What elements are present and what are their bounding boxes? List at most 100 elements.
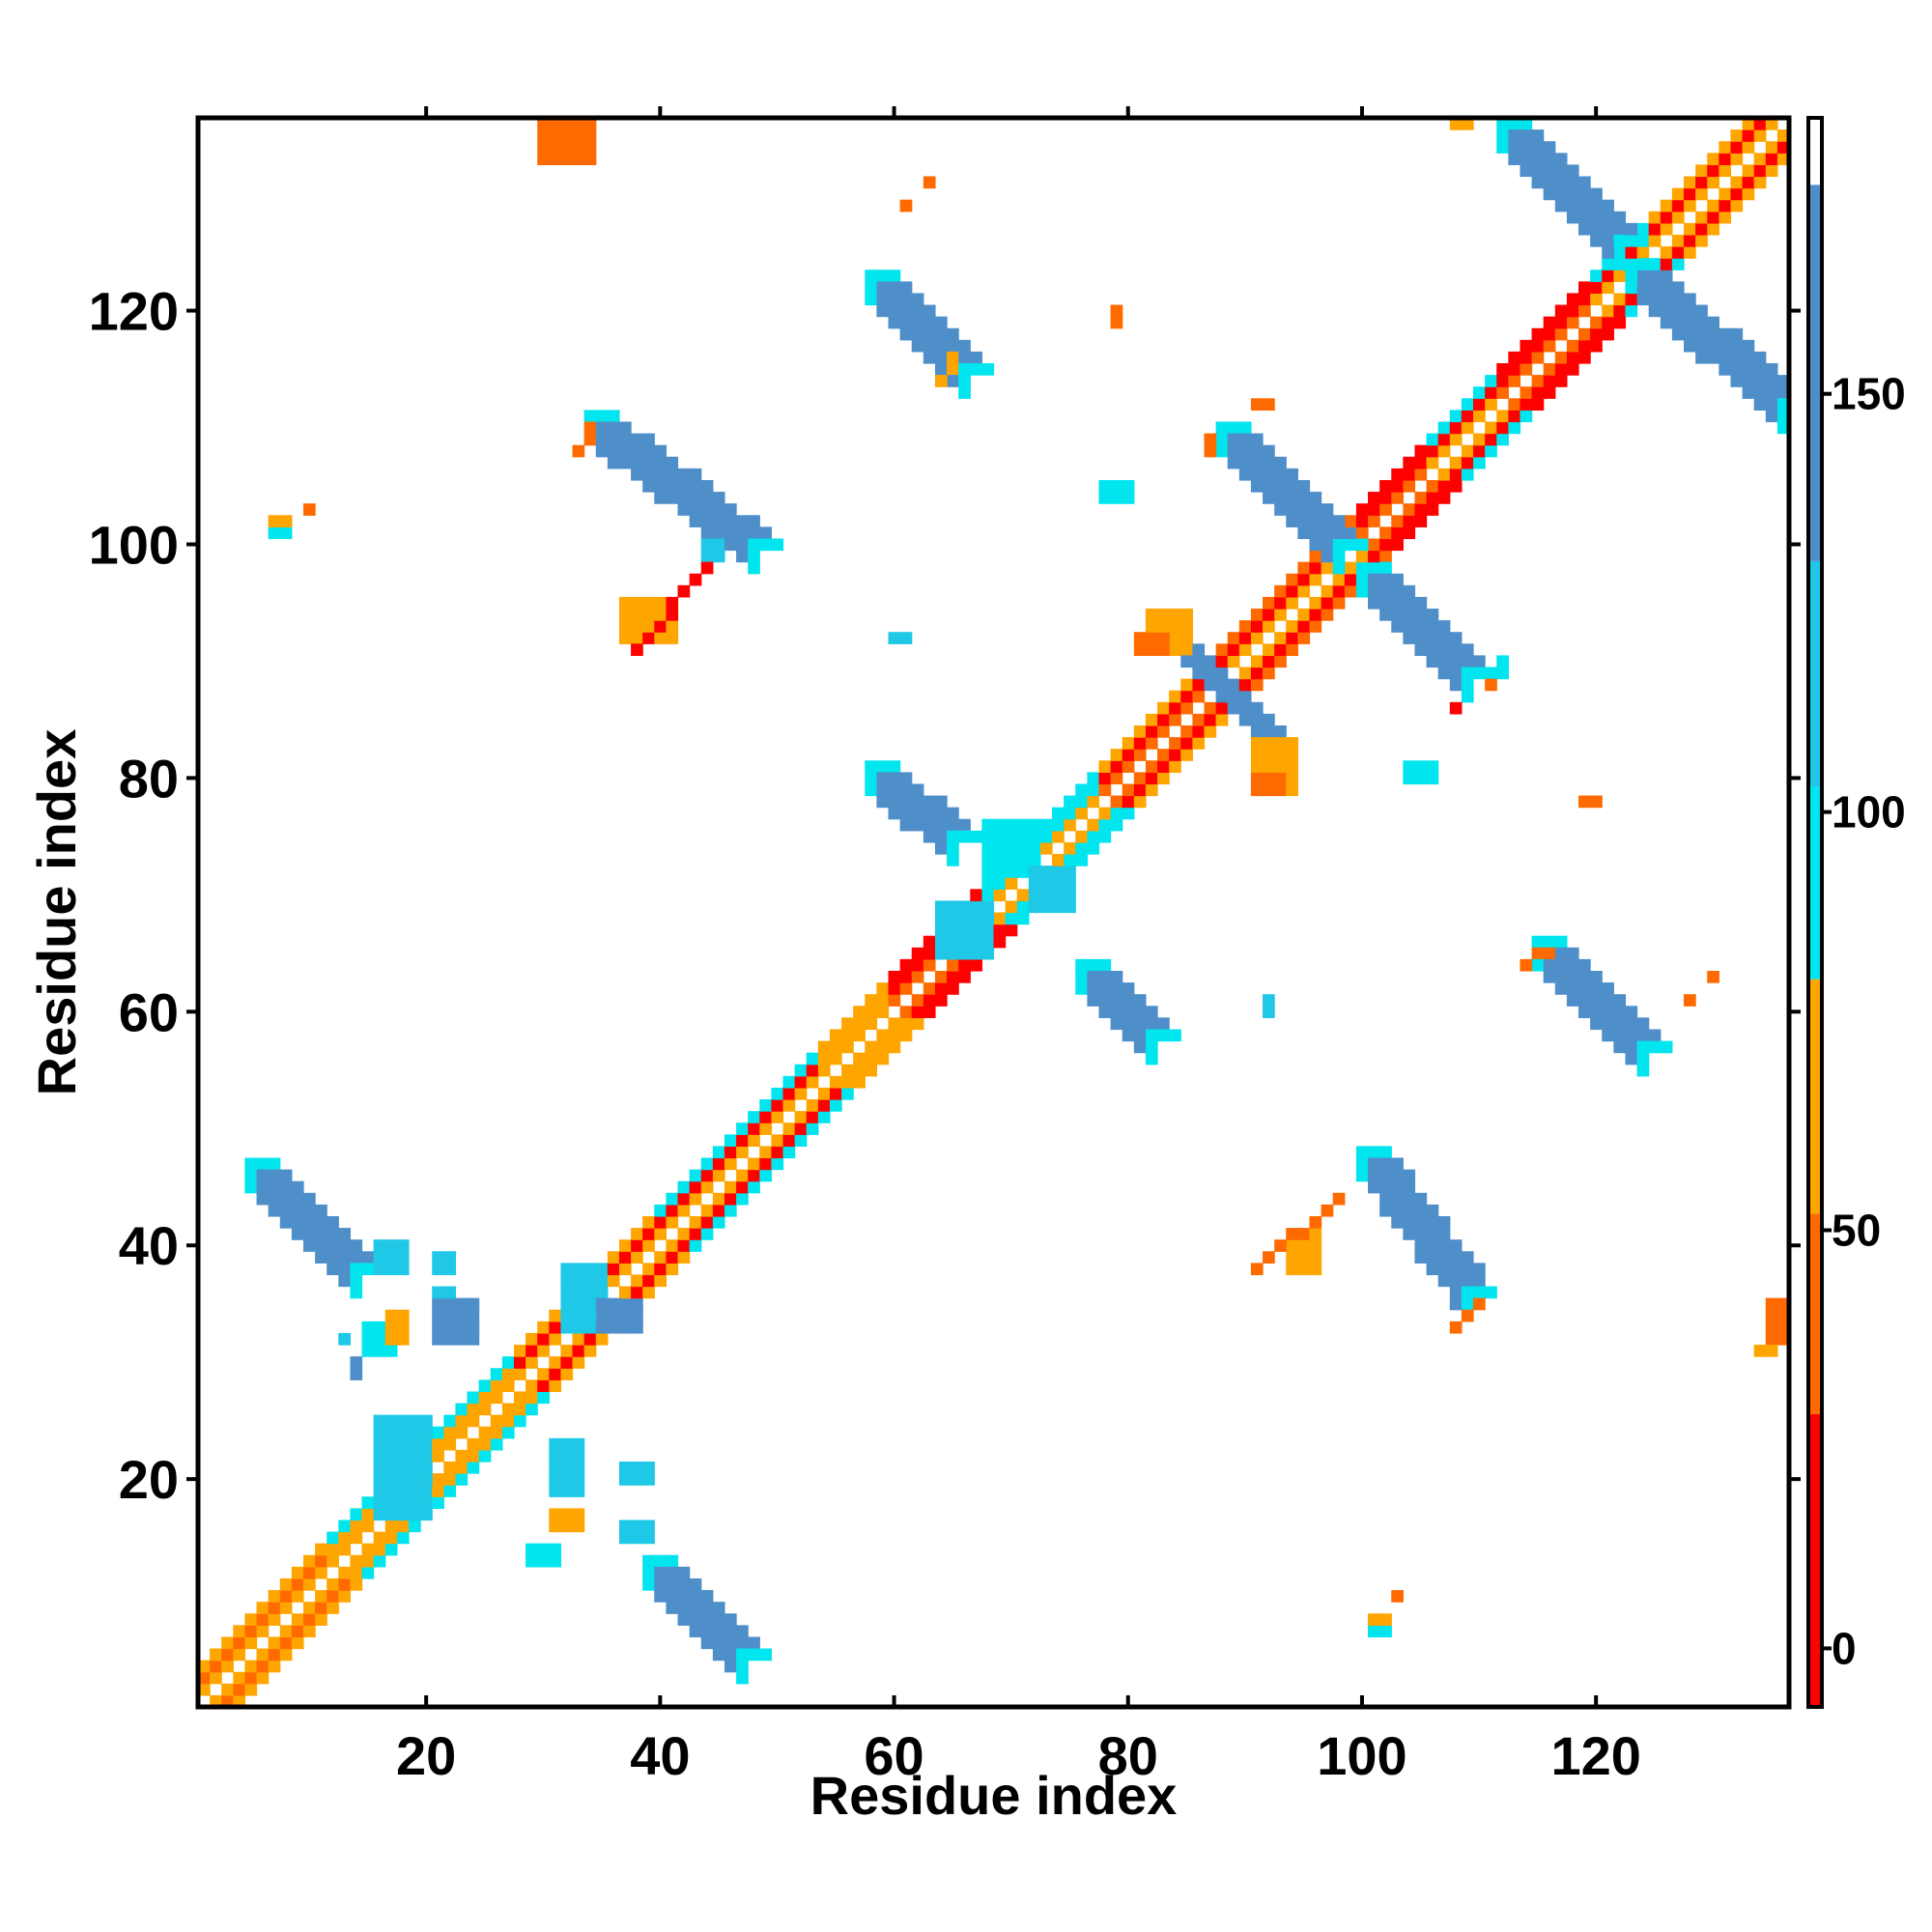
heatmap-cell: [1473, 386, 1486, 399]
heatmap-cell: [279, 1577, 293, 1591]
heatmap-cell: [899, 1006, 913, 1018]
heatmap-cell: [244, 1671, 258, 1685]
heatmap-cell: [1169, 713, 1181, 726]
heatmap-cell: [1590, 270, 1603, 282]
heatmap-cell: [302, 1602, 316, 1614]
heatmap-cell: [934, 327, 948, 341]
heatmap-cell: [443, 1321, 457, 1334]
heatmap-cell: [1297, 620, 1311, 633]
heatmap-cell: [748, 538, 760, 552]
heatmap-cell: [1016, 841, 1030, 855]
heatmap-cell: [1180, 620, 1193, 633]
heatmap-cell: [1297, 503, 1311, 516]
heatmap-cell: [1414, 772, 1428, 785]
heatmap-cell: [302, 1215, 316, 1229]
heatmap-cell: [1215, 433, 1229, 446]
heatmap-cell: [817, 1052, 831, 1065]
heatmap-cell: [631, 620, 643, 633]
heatmap-cell: [981, 935, 995, 949]
heatmap-cell: [981, 841, 995, 855]
heatmap-cell: [1321, 584, 1334, 598]
heatmap-cell: [1473, 655, 1486, 668]
heatmap-cell: [1122, 479, 1135, 493]
heatmap-cell: [1543, 386, 1556, 399]
heatmap-cell: [642, 1263, 655, 1276]
heatmap-cell: [1765, 386, 1778, 399]
heatmap-cell: [1671, 293, 1685, 306]
heatmap-cell: [1368, 1625, 1380, 1638]
heatmap-cell: [1508, 421, 1521, 435]
heatmap-cell: [1613, 293, 1627, 306]
heatmap-cell: [1426, 1215, 1439, 1229]
heatmap-cell: [1496, 375, 1509, 387]
heatmap-cell: [607, 1297, 620, 1311]
heatmap-cell: [1355, 561, 1369, 575]
heatmap-cell: [1286, 468, 1298, 481]
heatmap-cell: [583, 141, 597, 154]
heatmap-cell: [1110, 492, 1123, 504]
heatmap-cell: [268, 1613, 281, 1626]
heatmap-cell: [1075, 854, 1088, 867]
heatmap-cell: [888, 270, 901, 282]
heatmap-cell: [1648, 1029, 1662, 1042]
heatmap-cell: [947, 339, 959, 353]
heatmap-cell: [291, 1590, 304, 1603]
heatmap-cell: [1192, 643, 1206, 656]
heatmap-cell: [1719, 164, 1732, 178]
heatmap-cell: [1286, 596, 1298, 610]
heatmap-cell: [1461, 456, 1474, 469]
heatmap-cell: [1098, 982, 1112, 995]
heatmap-cell: [315, 1613, 327, 1626]
heatmap-cell: [1554, 304, 1568, 318]
heatmap-cell: [958, 935, 971, 949]
heatmap-cell: [396, 1461, 410, 1474]
heatmap-cell: [654, 1577, 668, 1591]
heatmap-cell: [1508, 375, 1521, 387]
heatmap-cell: [993, 854, 1007, 867]
heatmap-cell: [631, 632, 643, 644]
heatmap-cell: [1508, 118, 1521, 130]
heatmap-cell: [1157, 749, 1170, 761]
heatmap-cell: [1776, 1309, 1790, 1322]
heatmap-cell: [1263, 1006, 1275, 1018]
heatmap-cell: [1180, 701, 1193, 715]
heatmap-cell: [666, 1602, 679, 1614]
heatmap-cell: [958, 900, 971, 914]
heatmap-cell: [947, 935, 959, 949]
heatmap-cell: [1157, 1029, 1170, 1042]
heatmap-cell: [1660, 222, 1673, 236]
heatmap-cell: [841, 1040, 854, 1054]
heatmap-cell: [677, 1192, 691, 1206]
colorbar-tick-label: 150: [1832, 369, 1906, 419]
heatmap-cell: [947, 807, 959, 820]
heatmap-cell: [618, 1321, 632, 1334]
heatmap-cell: [923, 327, 936, 341]
heatmap-cell: [350, 1554, 363, 1568]
heatmap-cell: [1169, 609, 1181, 621]
heatmap-cell: [384, 1543, 398, 1556]
heatmap-cell: [1414, 760, 1428, 773]
heatmap-cell: [1204, 433, 1217, 446]
heatmap-cell: [1403, 760, 1416, 773]
heatmap-cell: [1590, 970, 1603, 983]
heatmap-cell: [724, 526, 737, 540]
heatmap-cell: [1602, 304, 1614, 318]
heatmap-cell: [244, 1180, 258, 1194]
heatmap-cell: [666, 596, 679, 610]
heatmap-cell: [291, 1625, 304, 1638]
heatmap-cell: [782, 1075, 796, 1089]
heatmap-cell: [1098, 492, 1112, 504]
heatmap-cell: [1730, 351, 1744, 364]
heatmap-cell: [513, 1356, 526, 1369]
heatmap-cell: [958, 830, 971, 843]
heatmap-cell: [1204, 444, 1217, 458]
heatmap-cell: [1379, 1157, 1392, 1171]
heatmap-cell: [361, 1345, 375, 1357]
heatmap-cell: [1765, 1297, 1778, 1311]
heatmap-cell: [244, 1683, 258, 1696]
heatmap-cell: [736, 1192, 749, 1206]
heatmap-cell: [782, 1087, 796, 1100]
heatmap-cell: [1286, 749, 1298, 761]
heatmap-cell: [700, 1169, 714, 1182]
heatmap-cell: [1730, 129, 1744, 142]
